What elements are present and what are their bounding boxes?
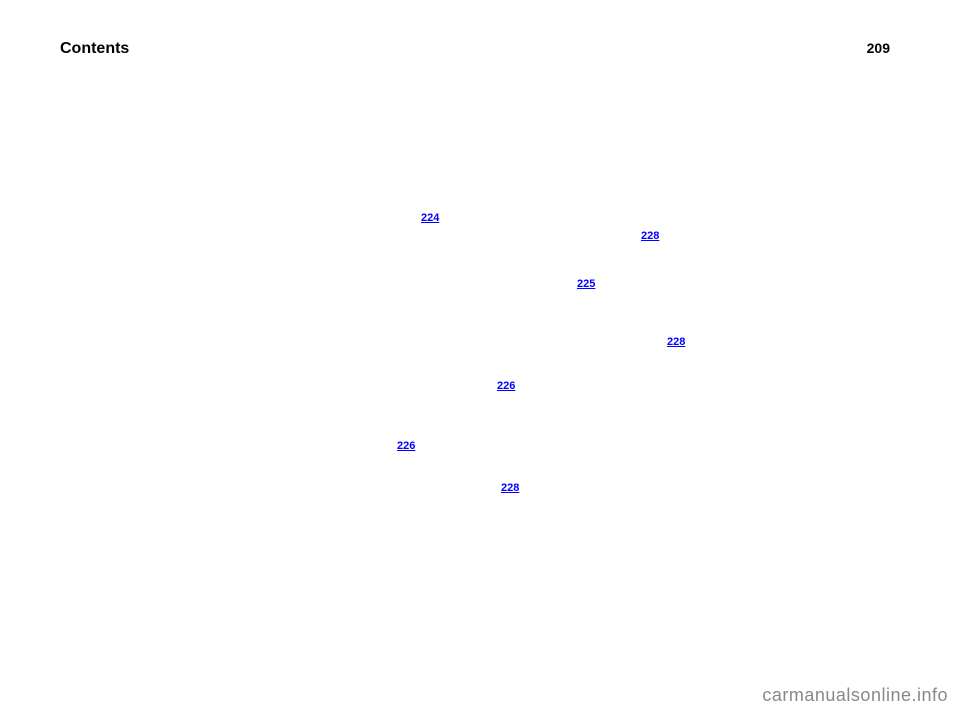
page-link-225[interactable]: 225	[577, 278, 595, 290]
page-number: 209	[867, 40, 890, 56]
page-link-226b[interactable]: 226	[397, 440, 415, 452]
page-link-224[interactable]: 224	[421, 212, 439, 224]
watermark-text: carmanualsonline.info	[762, 685, 948, 706]
page-link-228a[interactable]: 228	[641, 230, 659, 242]
page-link-228b[interactable]: 228	[667, 336, 685, 348]
page-link-228c[interactable]: 228	[501, 482, 519, 494]
page-title: Contents	[60, 40, 129, 58]
page-link-226a[interactable]: 226	[497, 380, 515, 392]
page-container: Contents 209 224 228 225 228 226 226 228…	[0, 0, 960, 714]
